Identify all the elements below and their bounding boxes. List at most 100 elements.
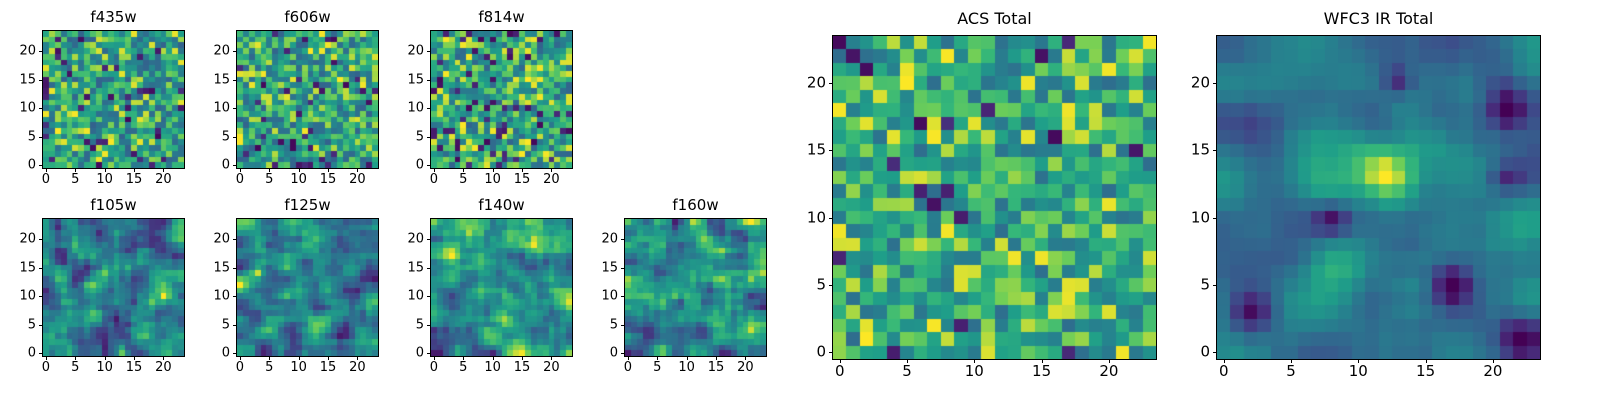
y-tick-label: 20 [19, 231, 36, 247]
y-tick-mark [427, 296, 431, 298]
y-tick-mark [427, 324, 431, 326]
y-tick-mark [39, 238, 43, 240]
heatmap-plot-f160w: 0 0 5 5 10 10 15 15 20 20 [601, 218, 767, 374]
x-tick-mark [104, 356, 106, 360]
y-tick-mark [1213, 217, 1217, 219]
panel-title-f105w: f105w [90, 196, 137, 214]
panel-title-f125w: f125w [284, 196, 331, 214]
x-tick-mark [686, 356, 688, 360]
heatmap-canvas-f125w [237, 219, 378, 356]
panel-title-f160w: f160w [672, 196, 719, 214]
x-tick-label: 0 [623, 360, 633, 375]
y-tick-mark [621, 267, 625, 269]
y-tick-mark [233, 165, 237, 167]
y-tick-mark [39, 165, 43, 167]
x-tick-mark [716, 356, 718, 360]
y-tick-mark [233, 50, 237, 52]
x-tick-label: 0 [41, 172, 51, 187]
heatmap-canvas-wfc3-ir-total [1217, 36, 1540, 359]
y-tick-label: 20 [19, 43, 36, 59]
y-tick-label: 10 [213, 100, 230, 116]
x-tick-mark [104, 168, 106, 172]
y-tick-mark [233, 79, 237, 81]
panel-title-f606w: f606w [284, 8, 331, 26]
x-tick-label: 20 [543, 360, 560, 375]
y-tick-mark [1213, 284, 1217, 286]
x-tick-mark [163, 168, 165, 172]
x-tick-label: 0 [429, 172, 439, 187]
y-tick-mark [233, 108, 237, 110]
heatmap-canvas-f140w [431, 219, 572, 356]
y-tick-label: 0 [609, 345, 618, 361]
y-tick-mark [233, 267, 237, 269]
y-tick-label: 10 [1190, 208, 1210, 227]
x-tick-mark [298, 168, 300, 172]
x-tick-mark [357, 356, 359, 360]
x-tick-label: 10 [96, 360, 113, 375]
x-tick-mark [492, 356, 494, 360]
panel-acs-total: ACS Total 0 0 5 5 10 10 15 15 20 20 [807, 11, 1157, 379]
panel-f160w: f160w 0 0 5 5 10 10 15 15 20 20 [601, 197, 767, 374]
y-tick-mark [39, 324, 43, 326]
y-tick-label: 15 [19, 260, 36, 276]
x-tick-label: 5 [653, 360, 662, 375]
y-tick-mark [1213, 83, 1217, 85]
y-tick-mark [621, 324, 625, 326]
y-tick-mark [829, 284, 833, 286]
y-tick-label: 5 [221, 317, 230, 333]
y-tick-mark [233, 136, 237, 138]
y-tick-mark [1213, 150, 1217, 152]
x-tick-mark [328, 168, 330, 172]
panel-f140w: f140w 0 0 5 5 10 10 15 15 20 20 [407, 197, 573, 374]
y-tick-mark [39, 108, 43, 110]
x-tick-label: 0 [235, 360, 245, 375]
x-tick-label: 15 [513, 360, 531, 375]
x-tick-mark [1425, 359, 1427, 363]
heatmap-canvas-acs-total [833, 36, 1156, 359]
y-tick-mark [39, 79, 43, 81]
x-tick-mark [1041, 359, 1043, 363]
x-tick-label: 0 [235, 172, 245, 187]
y-tick-mark [829, 150, 833, 152]
x-tick-label: 10 [484, 172, 501, 187]
y-tick-label: 5 [415, 317, 424, 333]
y-tick-mark [39, 136, 43, 138]
x-tick-mark [269, 356, 271, 360]
y-tick-label: 5 [1200, 275, 1210, 294]
y-tick-mark [427, 79, 431, 81]
x-tick-label: 10 [678, 360, 695, 375]
y-tick-label: 15 [19, 72, 36, 88]
panel-f814w: f814w 0 0 5 5 10 10 15 15 20 20 [407, 9, 573, 186]
y-tick-mark [829, 352, 833, 354]
x-tick-mark [1108, 359, 1110, 363]
x-tick-mark [839, 359, 841, 363]
y-tick-label: 0 [221, 157, 230, 173]
y-tick-label: 10 [601, 288, 618, 304]
x-tick-label: 10 [96, 172, 113, 187]
x-tick-mark [75, 356, 77, 360]
heatmap-plot-wfc3-ir-total: 0 0 5 5 10 10 15 15 20 20 [1191, 35, 1541, 379]
y-tick-label: 0 [415, 345, 424, 361]
heatmap-plot-f140w: 0 0 5 5 10 10 15 15 20 20 [407, 218, 573, 374]
x-tick-mark [627, 356, 629, 360]
panel-title-f140w: f140w [478, 196, 525, 214]
y-tick-label: 20 [407, 43, 424, 59]
y-tick-label: 20 [601, 231, 618, 247]
x-tick-mark [1492, 359, 1494, 363]
y-tick-mark [233, 353, 237, 355]
y-tick-mark [427, 108, 431, 110]
y-tick-label: 5 [609, 317, 618, 333]
x-tick-label: 5 [902, 362, 912, 380]
heatmap-canvas-f105w [43, 219, 184, 356]
y-tick-label: 10 [19, 100, 36, 116]
x-tick-mark [551, 168, 553, 172]
x-tick-mark [45, 168, 47, 172]
x-tick-label: 5 [71, 360, 80, 375]
y-tick-mark [427, 238, 431, 240]
heatmap-canvas-f606w [237, 31, 378, 168]
y-tick-mark [621, 296, 625, 298]
y-tick-mark [233, 296, 237, 298]
x-tick-mark [134, 356, 136, 360]
heatmap-canvas-f435w [43, 31, 184, 168]
